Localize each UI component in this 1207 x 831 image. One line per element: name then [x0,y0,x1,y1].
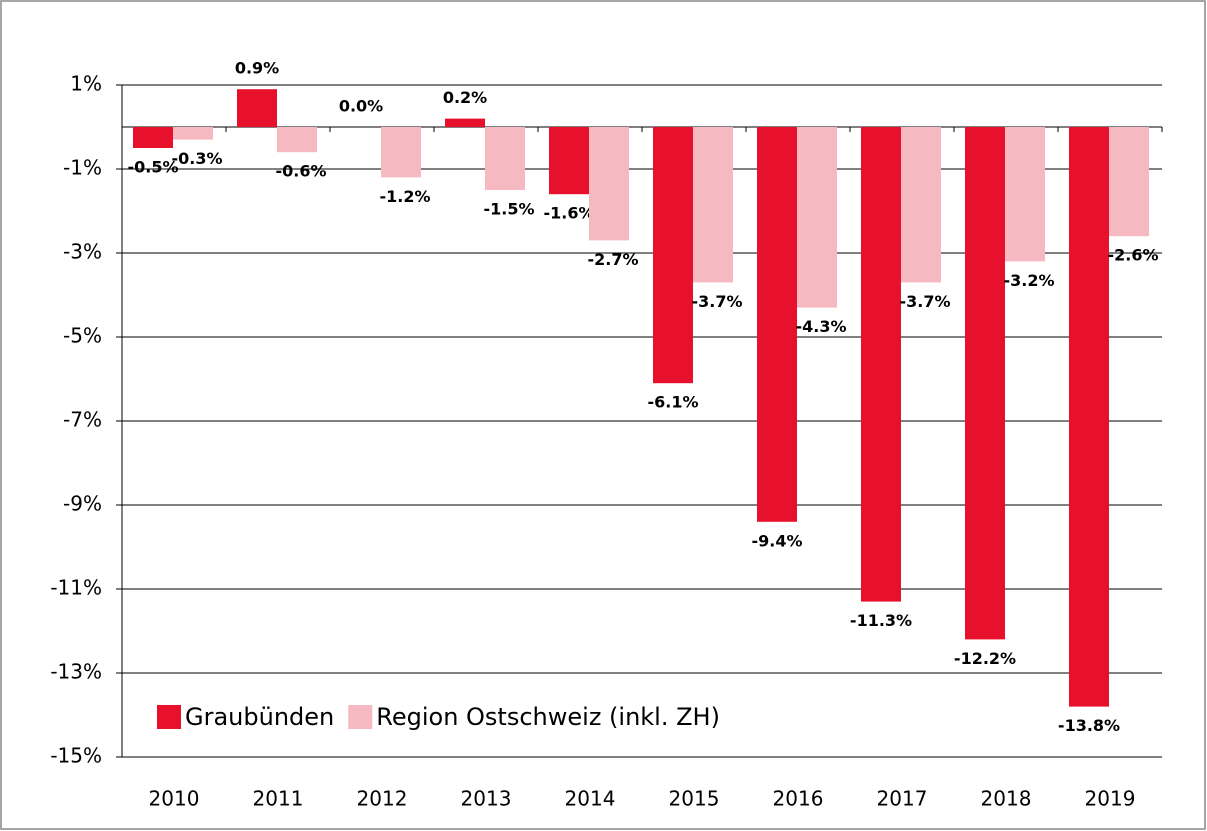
y-tick-label: -9% [63,492,102,516]
y-tick-label: -1% [63,156,102,180]
bar [965,127,1005,640]
value-label: -3.7% [899,292,950,311]
value-label: -2.6% [1107,246,1158,265]
value-label: -3.2% [1003,271,1054,290]
value-label: -2.7% [587,250,638,269]
value-label: 0.2% [443,88,487,107]
value-label: -1.6% [543,204,594,223]
y-tick-label: -13% [50,660,102,684]
x-tick-label: 2016 [773,787,824,811]
x-tick-label: 2013 [461,787,512,811]
x-tick-label: 2012 [357,787,408,811]
x-tick-label: 2014 [565,787,616,811]
value-label: -6.1% [647,393,698,412]
y-tick-label: -11% [50,576,102,600]
value-label: -1.5% [483,200,534,219]
bar [757,127,797,522]
x-tick-label: 2017 [877,787,928,811]
legend-swatch [348,705,373,729]
bar [133,127,173,148]
value-label: -3.7% [691,292,742,311]
x-tick-label: 2010 [149,787,200,811]
bar [861,127,901,602]
bar [797,127,837,308]
bar [1109,127,1149,237]
y-tick-label: -5% [63,324,102,348]
bar [549,127,589,195]
y-tick-label: -3% [63,240,102,264]
y-tick-label: 1% [70,72,102,96]
bar [693,127,733,283]
bar [485,127,525,190]
value-label: 0.0% [339,97,383,116]
bar [173,127,213,140]
value-label: -4.3% [795,317,846,336]
x-tick-label: 2019 [1085,787,1136,811]
bar [1069,127,1109,707]
value-label: -0.6% [275,162,326,181]
value-label: -0.3% [171,149,222,168]
bar [445,118,485,127]
value-label: 0.9% [235,59,279,78]
value-label: -12.2% [954,649,1016,668]
value-label: -1.2% [379,187,430,206]
y-tick-label: -15% [50,744,102,768]
bar [277,127,317,153]
value-label: -13.8% [1058,716,1120,735]
value-label: -9.4% [751,531,802,550]
bar [1005,127,1045,262]
legend-swatch [157,705,181,729]
bar [381,127,421,178]
value-label: -0.5% [127,158,178,177]
y-tick-label: -7% [63,408,102,432]
legend-label: Region Ostschweiz (inkl. ZH) [376,703,720,731]
x-tick-label: 2011 [253,787,304,811]
bar [237,89,277,127]
bar [653,127,693,384]
bar [589,127,629,241]
x-tick-label: 2018 [981,787,1032,811]
x-tick-label: 2015 [669,787,720,811]
legend-label: Graubünden [185,703,334,731]
value-label: -11.3% [850,611,912,630]
bar [901,127,941,283]
